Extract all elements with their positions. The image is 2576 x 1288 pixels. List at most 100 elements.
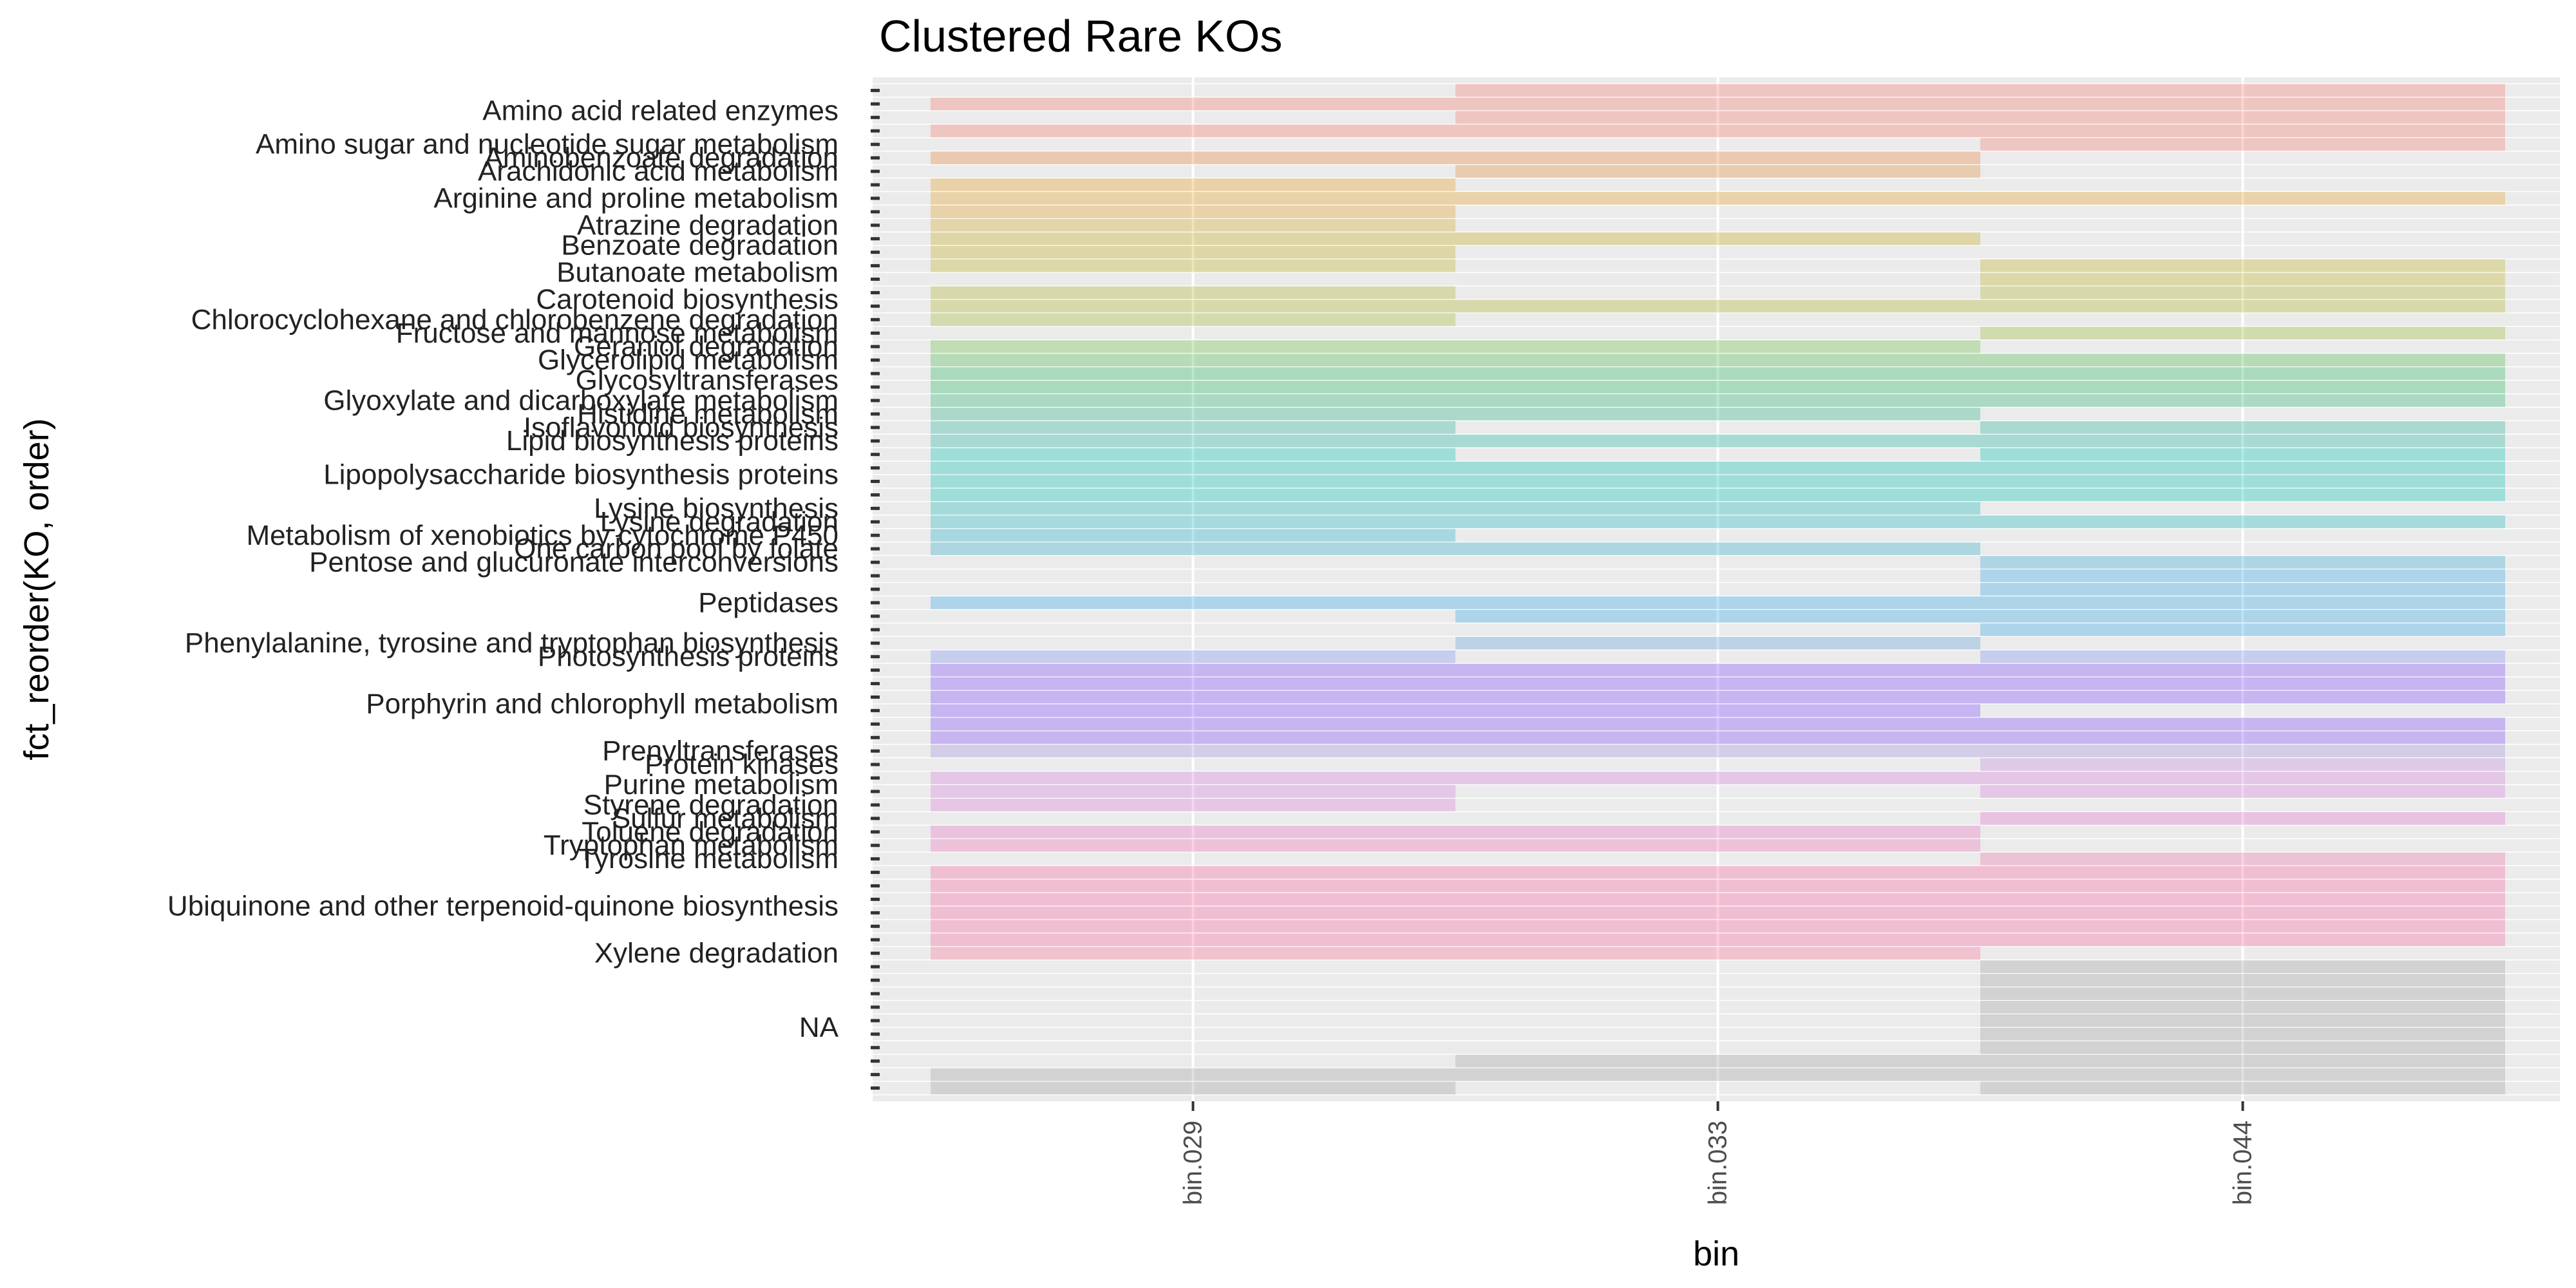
plot-panel xyxy=(873,77,2560,1101)
heatmap-tile xyxy=(1455,825,1980,838)
heatmap-tile xyxy=(1455,542,1980,556)
heatmap-tile xyxy=(1455,367,1980,381)
heatmap-tile xyxy=(1455,772,1980,785)
heatmap-tile xyxy=(1455,354,1980,367)
heatmap-tile xyxy=(1980,259,2505,272)
heatmap-tile xyxy=(1455,165,1980,178)
heatmap-tile xyxy=(1455,434,1980,448)
heatmap-tile xyxy=(1980,272,2505,286)
heatmap-tile xyxy=(931,381,1455,393)
heatmap-tile xyxy=(931,313,1455,327)
heatmap-tile xyxy=(931,663,1455,677)
heatmap-tile xyxy=(1980,744,2505,758)
heatmap-tile xyxy=(1980,623,2505,636)
heatmap-tile xyxy=(1455,1068,1980,1081)
y-tick-label: NA xyxy=(799,1012,839,1043)
heatmap-tile xyxy=(1980,987,2505,1000)
heatmap-tile xyxy=(1980,434,2505,448)
heatmap-tile xyxy=(1980,393,2505,407)
heatmap-tile xyxy=(931,448,1455,461)
heatmap-tile xyxy=(1455,84,1980,97)
heatmap-tile xyxy=(931,421,1455,434)
y-tick-label: Geraniol degradation xyxy=(574,331,838,363)
heatmap-tile xyxy=(1980,461,2505,475)
y-tick-label: Glycerolipid metabolism xyxy=(538,345,838,376)
heatmap-tile xyxy=(1980,488,2505,502)
heatmap-tile xyxy=(1980,960,2505,974)
heatmap-tile xyxy=(1980,690,2505,704)
heatmap-tile xyxy=(931,97,1455,111)
heatmap-tile xyxy=(931,245,1455,259)
heatmap-tile xyxy=(1455,596,1980,609)
y-tick-label: Isoflavonoid biosynthesis xyxy=(524,412,838,443)
heatmap-tile xyxy=(1455,488,1980,502)
heatmap-tile xyxy=(1980,609,2505,623)
heatmap-tile xyxy=(1455,947,1980,960)
heatmap-tile xyxy=(1455,461,1980,475)
heatmap-tile xyxy=(1980,650,2505,663)
y-tick-label: Glyoxylate and dicarboxylate metabolism xyxy=(323,384,838,416)
heatmap-tile xyxy=(1455,704,1980,717)
heatmap-tile xyxy=(931,542,1455,556)
x-tick-label: bin.033 xyxy=(1704,1121,1732,1205)
heatmap-tile xyxy=(1455,407,1980,421)
heatmap-tile xyxy=(1980,138,2505,151)
heatmap-tile xyxy=(931,367,1455,381)
heatmap-tile xyxy=(931,893,1455,906)
heatmap-tile xyxy=(1980,556,2505,569)
heatmap-tile xyxy=(931,151,1455,165)
y-tick-label: Benzoate degradation xyxy=(561,230,838,261)
heatmap-tile xyxy=(1980,111,2505,124)
y-tick-label: Tryptophan metabolism xyxy=(544,829,838,861)
heatmap-tile xyxy=(1455,1054,1980,1068)
x-axis: bin.029 bin.033 bin.044 xyxy=(1179,1101,2257,1205)
heatmap-tile xyxy=(931,947,1455,960)
heatmap-tile xyxy=(931,286,1455,299)
heatmap-tile xyxy=(1455,609,1980,623)
heatmap-tile xyxy=(931,354,1455,367)
heatmap-tile xyxy=(1980,367,2505,381)
heatmap-tile xyxy=(931,825,1455,838)
heatmap-tile xyxy=(931,475,1455,488)
heatmap-tile xyxy=(931,866,1455,879)
y-tick-label: Chlorocyclohexane and chlorobenzene degr… xyxy=(191,304,838,336)
x-tick-label: bin.044 xyxy=(2229,1121,2257,1205)
heatmap-tile xyxy=(931,920,1455,933)
heatmap-tile xyxy=(1455,232,1980,245)
heatmap-tile xyxy=(931,259,1455,272)
y-tick-label: One carbon pool by folate xyxy=(514,533,838,565)
heatmap-tile xyxy=(1455,866,1980,879)
x-axis-title: bin xyxy=(1693,1235,1739,1273)
heatmap-tile xyxy=(1455,393,1980,407)
y-tick-label: Styrene degradation xyxy=(583,789,838,820)
heatmap-tile xyxy=(1455,731,1980,744)
y-tick-label: Ubiquinone and other terpenoid-quinone b… xyxy=(167,890,838,922)
heatmap-tile xyxy=(1980,677,2505,690)
heatmap-tile xyxy=(1455,97,1980,111)
heatmap-tile xyxy=(1455,381,1980,393)
heatmap-tile xyxy=(931,502,1455,515)
heatmap-tile xyxy=(931,717,1455,731)
heatmap-tile xyxy=(1980,1041,2505,1054)
y-tick-label: Carotenoid biosynthesis xyxy=(536,283,838,315)
heatmap-tile xyxy=(1980,596,2505,609)
y-tick-label: Xylene degradation xyxy=(594,938,838,969)
heatmap-tile xyxy=(1980,731,2505,744)
y-tick-label: Lysine biosynthesis xyxy=(594,493,838,524)
y-tick-label: Lipopolysaccharide biosynthesis proteins xyxy=(323,459,838,491)
heatmap-tile xyxy=(1980,448,2505,461)
y-tick-label: Photosynthesis proteins xyxy=(538,641,838,672)
heatmap-tile xyxy=(1980,663,2505,677)
heatmap-tile xyxy=(1455,636,1980,650)
heatmap-tile xyxy=(931,772,1455,785)
y-tick-label: Tyrosine metabolism xyxy=(579,843,838,875)
y-tick-label: Phenylalanine, tyrosine and tryptophan b… xyxy=(185,627,838,659)
heatmap-tile xyxy=(931,704,1455,717)
heatmap-tile xyxy=(1980,327,2505,340)
y-tick-label: Pentose and glucuronate interconversions xyxy=(309,547,838,578)
heatmap-tile xyxy=(931,690,1455,704)
heatmap-tile xyxy=(931,515,1455,529)
heatmap-tile xyxy=(1980,354,2505,367)
heatmap-tile xyxy=(1455,502,1980,515)
heatmap-tile xyxy=(1455,191,1980,205)
